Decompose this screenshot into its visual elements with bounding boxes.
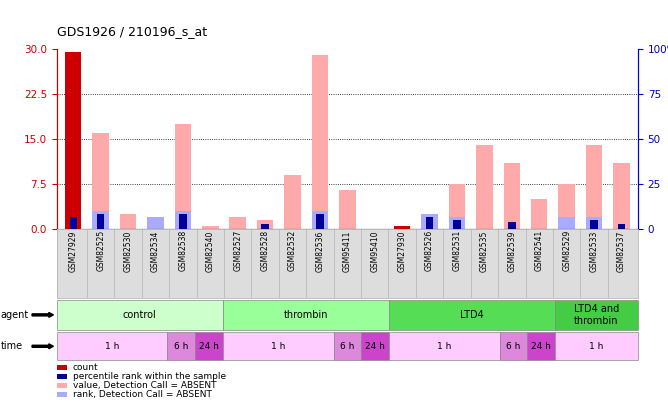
Text: GSM27929: GSM27929	[69, 230, 77, 272]
Bar	[591, 220, 598, 229]
Text: GSM82527: GSM82527	[233, 230, 242, 271]
Text: GSM82538: GSM82538	[178, 230, 188, 271]
Bar	[230, 217, 246, 229]
Text: agent: agent	[1, 310, 29, 320]
Text: LTD4: LTD4	[460, 310, 484, 320]
Text: GSM82534: GSM82534	[151, 230, 160, 272]
Text: GSM82528: GSM82528	[261, 230, 270, 271]
Text: 1 h: 1 h	[437, 342, 452, 351]
Bar	[202, 226, 218, 229]
Text: 1 h: 1 h	[271, 342, 285, 351]
Bar	[174, 124, 191, 229]
Text: rank, Detection Call = ABSENT: rank, Detection Call = ABSENT	[73, 390, 212, 399]
Bar	[504, 163, 520, 229]
Text: GSM82535: GSM82535	[480, 230, 489, 272]
Text: 1 h: 1 h	[589, 342, 604, 351]
Text: GDS1926 / 210196_s_at: GDS1926 / 210196_s_at	[57, 26, 207, 38]
Text: GSM82540: GSM82540	[206, 230, 215, 272]
Text: 1 h: 1 h	[105, 342, 120, 351]
Text: control: control	[123, 310, 157, 320]
Text: GSM95410: GSM95410	[370, 230, 379, 272]
Text: 6 h: 6 h	[340, 342, 355, 351]
Text: GSM82539: GSM82539	[507, 230, 516, 272]
Bar	[586, 145, 603, 229]
Bar	[558, 217, 575, 229]
Bar	[65, 51, 81, 229]
Bar	[312, 211, 328, 229]
Text: count: count	[73, 363, 98, 372]
Text: 24 h: 24 h	[199, 342, 219, 351]
Bar	[394, 226, 410, 229]
Bar	[97, 214, 104, 229]
Text: GSM82533: GSM82533	[590, 230, 599, 272]
Text: GSM82530: GSM82530	[124, 230, 132, 272]
Text: 6 h: 6 h	[506, 342, 520, 351]
Bar	[449, 184, 465, 229]
Text: GSM82531: GSM82531	[452, 230, 462, 271]
Bar	[531, 199, 548, 229]
Bar	[422, 214, 438, 229]
Bar	[147, 217, 164, 229]
Bar	[339, 190, 355, 229]
Bar	[316, 214, 324, 229]
Text: time: time	[1, 341, 23, 351]
Bar	[618, 224, 625, 229]
Text: 24 h: 24 h	[531, 342, 551, 351]
Text: value, Detection Call = ABSENT: value, Detection Call = ABSENT	[73, 381, 216, 390]
Bar	[613, 163, 630, 229]
Text: 6 h: 6 h	[174, 342, 188, 351]
Bar	[120, 214, 136, 229]
Bar	[454, 220, 461, 229]
Text: GSM82536: GSM82536	[315, 230, 325, 272]
Text: GSM82532: GSM82532	[288, 230, 297, 271]
Text: GSM27930: GSM27930	[397, 230, 407, 272]
Text: LTD4 and
thrombin: LTD4 and thrombin	[574, 304, 619, 326]
Bar	[508, 222, 516, 229]
Text: thrombin: thrombin	[284, 310, 328, 320]
Text: GSM95411: GSM95411	[343, 230, 352, 272]
Text: percentile rank within the sample: percentile rank within the sample	[73, 372, 226, 381]
Text: GSM82529: GSM82529	[562, 230, 571, 271]
Bar	[92, 133, 109, 229]
Bar	[285, 175, 301, 229]
Bar	[174, 211, 191, 229]
Bar	[257, 220, 273, 229]
Bar	[92, 211, 109, 229]
Bar	[69, 217, 77, 229]
Text: GSM82526: GSM82526	[425, 230, 434, 271]
Bar	[312, 55, 328, 229]
Text: GSM82541: GSM82541	[535, 230, 544, 271]
Bar	[426, 217, 434, 229]
Bar	[558, 184, 575, 229]
Bar	[476, 145, 493, 229]
Bar	[261, 224, 269, 229]
Bar	[179, 214, 186, 229]
Text: GSM82525: GSM82525	[96, 230, 105, 271]
Bar	[586, 217, 603, 229]
Text: 24 h: 24 h	[365, 342, 385, 351]
Text: GSM82537: GSM82537	[617, 230, 626, 272]
Bar	[449, 217, 465, 229]
